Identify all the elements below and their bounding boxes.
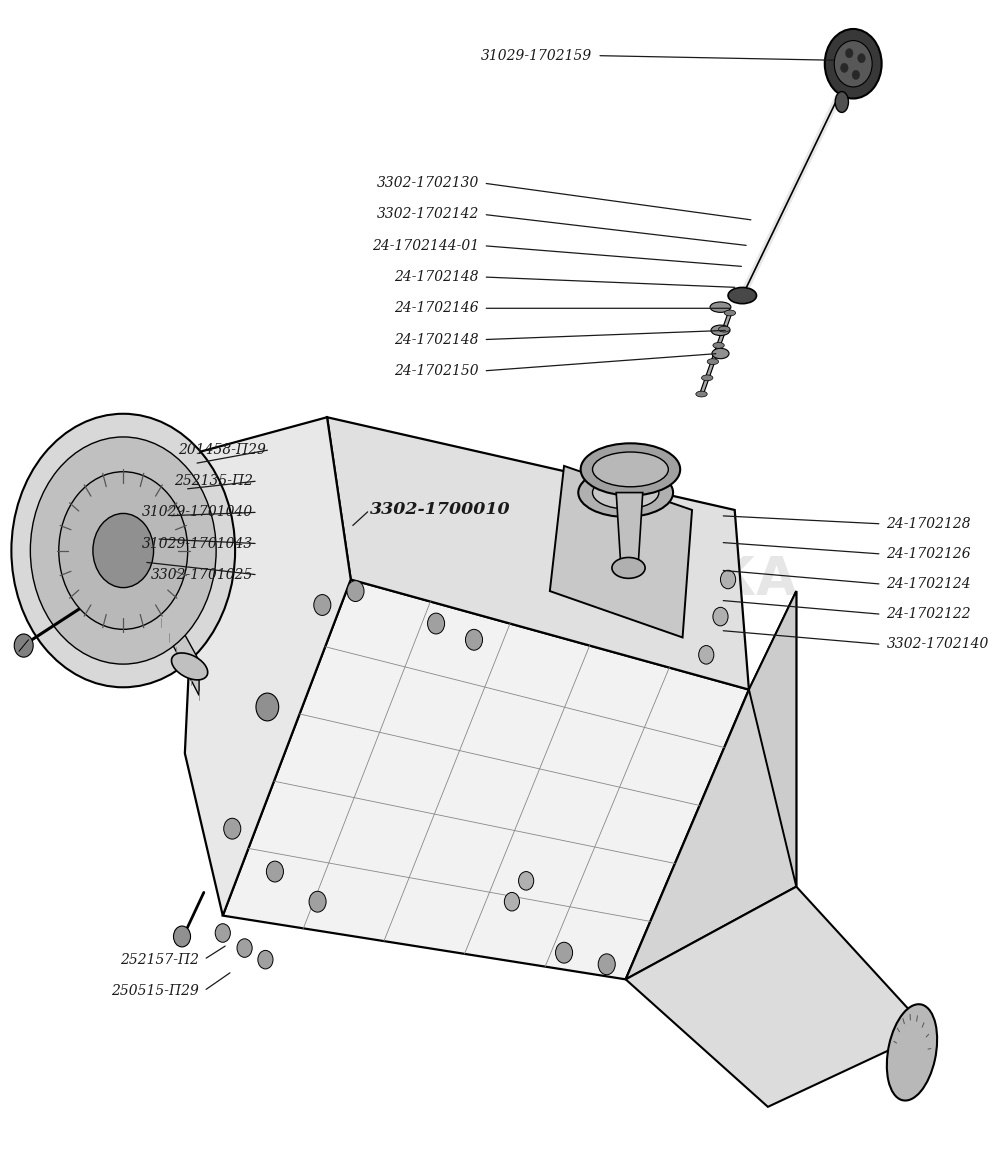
Circle shape bbox=[309, 891, 326, 912]
Text: 3302-1700010: 3302-1700010 bbox=[370, 502, 510, 518]
Circle shape bbox=[519, 872, 534, 890]
Ellipse shape bbox=[171, 653, 208, 680]
Text: 252135-П2: 252135-П2 bbox=[174, 474, 253, 488]
Polygon shape bbox=[131, 537, 199, 695]
Polygon shape bbox=[327, 417, 749, 690]
Ellipse shape bbox=[887, 1004, 937, 1101]
Text: 24-1702122: 24-1702122 bbox=[886, 607, 971, 621]
Circle shape bbox=[258, 950, 273, 969]
Circle shape bbox=[59, 472, 188, 629]
Ellipse shape bbox=[581, 443, 680, 496]
Ellipse shape bbox=[713, 343, 724, 349]
Circle shape bbox=[556, 942, 573, 963]
Polygon shape bbox=[626, 887, 929, 1107]
Circle shape bbox=[504, 892, 520, 911]
Text: 24-1702126: 24-1702126 bbox=[886, 547, 971, 561]
Ellipse shape bbox=[592, 452, 668, 487]
Circle shape bbox=[428, 613, 445, 634]
Text: 31029-1701040: 31029-1701040 bbox=[142, 505, 253, 519]
Polygon shape bbox=[626, 591, 796, 979]
Circle shape bbox=[14, 634, 33, 657]
Circle shape bbox=[852, 71, 860, 80]
Polygon shape bbox=[749, 591, 796, 887]
Circle shape bbox=[314, 595, 331, 615]
Text: 24-1702146: 24-1702146 bbox=[394, 301, 479, 315]
Ellipse shape bbox=[707, 358, 719, 364]
Circle shape bbox=[841, 64, 848, 73]
Text: 31029-1701043: 31029-1701043 bbox=[142, 537, 253, 551]
Ellipse shape bbox=[578, 468, 673, 517]
Ellipse shape bbox=[696, 391, 707, 396]
Circle shape bbox=[215, 924, 230, 942]
Text: 3302-1701025: 3302-1701025 bbox=[151, 568, 253, 582]
Circle shape bbox=[825, 29, 882, 99]
Circle shape bbox=[224, 818, 241, 839]
Ellipse shape bbox=[712, 348, 729, 359]
Circle shape bbox=[173, 926, 191, 947]
Ellipse shape bbox=[593, 476, 659, 509]
Circle shape bbox=[266, 861, 283, 882]
Polygon shape bbox=[616, 493, 643, 568]
Text: 24-1702144-01: 24-1702144-01 bbox=[372, 239, 479, 253]
Circle shape bbox=[858, 53, 865, 63]
Circle shape bbox=[713, 607, 728, 626]
Ellipse shape bbox=[835, 92, 848, 112]
Text: 24-1702148: 24-1702148 bbox=[394, 270, 479, 284]
Polygon shape bbox=[223, 580, 749, 979]
Text: 3302-1702142: 3302-1702142 bbox=[376, 207, 479, 221]
Polygon shape bbox=[185, 417, 351, 916]
Ellipse shape bbox=[612, 557, 645, 578]
Circle shape bbox=[598, 954, 615, 975]
Circle shape bbox=[720, 570, 736, 589]
Circle shape bbox=[699, 646, 714, 664]
Text: 24-1702124: 24-1702124 bbox=[886, 577, 971, 591]
Ellipse shape bbox=[710, 301, 731, 312]
Circle shape bbox=[30, 437, 216, 664]
Ellipse shape bbox=[702, 374, 713, 380]
Text: 24-1702128: 24-1702128 bbox=[886, 517, 971, 531]
Text: 201458-П29: 201458-П29 bbox=[178, 443, 265, 457]
Circle shape bbox=[465, 629, 483, 650]
Circle shape bbox=[834, 41, 872, 87]
Text: 31029-1702159: 31029-1702159 bbox=[481, 49, 592, 63]
Text: 24-1702150: 24-1702150 bbox=[394, 364, 479, 378]
Ellipse shape bbox=[719, 327, 730, 333]
Circle shape bbox=[237, 939, 252, 957]
Text: 252157-П2: 252157-П2 bbox=[120, 953, 199, 967]
Circle shape bbox=[256, 693, 279, 721]
Text: 250515-П29: 250515-П29 bbox=[111, 984, 199, 998]
Circle shape bbox=[347, 581, 364, 602]
Ellipse shape bbox=[711, 325, 730, 336]
Ellipse shape bbox=[724, 309, 736, 316]
Circle shape bbox=[11, 414, 235, 687]
Text: 24-1702148: 24-1702148 bbox=[394, 333, 479, 347]
Text: ПЛАНЕТА ЖЕЛЕЗЯКА: ПЛАНЕТА ЖЕЛЕЗЯКА bbox=[150, 554, 798, 605]
Ellipse shape bbox=[728, 287, 757, 304]
Polygon shape bbox=[550, 466, 692, 637]
Text: 3302-1702140: 3302-1702140 bbox=[886, 637, 989, 651]
Text: 3302-1702130: 3302-1702130 bbox=[376, 176, 479, 190]
Circle shape bbox=[845, 49, 853, 58]
Circle shape bbox=[93, 513, 154, 588]
